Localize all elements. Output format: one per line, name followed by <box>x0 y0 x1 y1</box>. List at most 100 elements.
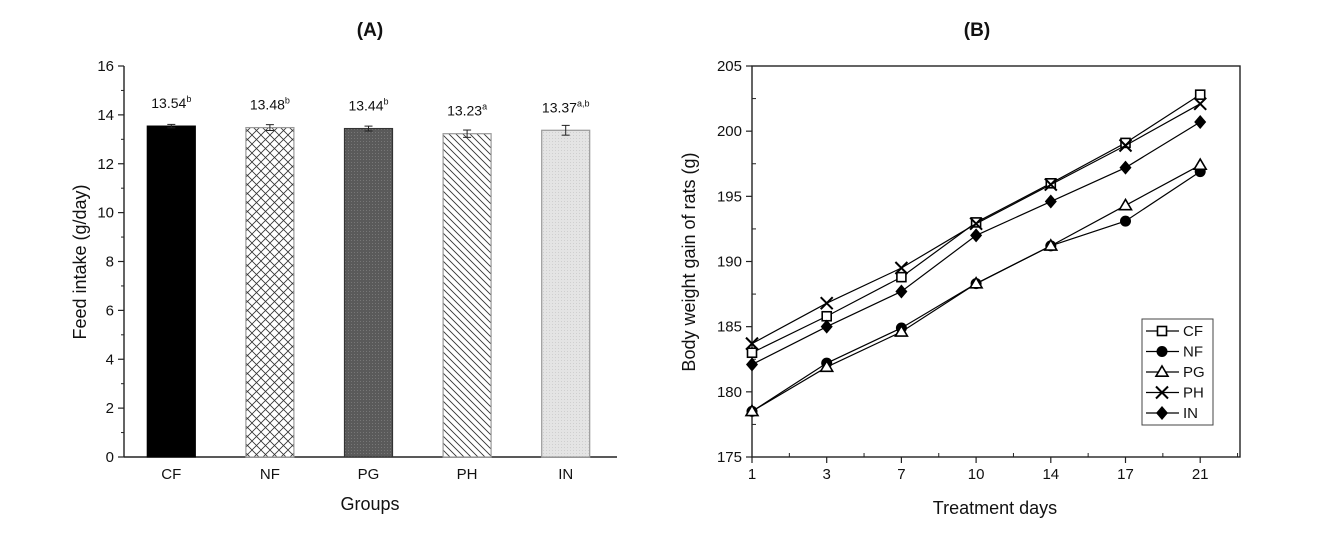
significance-letter: a,b <box>577 98 590 108</box>
y-tick-label: 205 <box>717 58 742 75</box>
bar-in <box>541 129 591 458</box>
x-tick-label: 3 <box>823 466 831 483</box>
significance-letter: b <box>186 94 191 104</box>
marker-diamond <box>1119 160 1132 175</box>
marker-triangle <box>1192 157 1208 171</box>
y-tick-label: 190 <box>717 254 742 271</box>
marker-diamond <box>820 319 833 334</box>
marker-x <box>1044 177 1058 192</box>
series-in <box>746 115 1207 372</box>
marker-diamond <box>746 357 758 372</box>
error-bar <box>364 125 373 132</box>
marker-circle <box>1120 215 1131 227</box>
y-tick-label: 2 <box>106 400 114 417</box>
bar-ph <box>442 133 492 458</box>
data-label: 13.48b <box>250 96 290 113</box>
y-tick-label: 4 <box>106 351 114 368</box>
legend-label: NF <box>1183 344 1203 361</box>
legend-label: CF <box>1183 323 1203 340</box>
y-tick-label: 12 <box>97 156 114 173</box>
x-tick-label: 1 <box>748 466 756 483</box>
chart-b-x-axis-label: Treatment days <box>933 498 1057 518</box>
marker-triangle <box>894 324 909 337</box>
series-ph <box>745 97 1207 351</box>
chart-a-feed-intake: (A) Feed intake (g/day) Groups 0 2 4 6 8 10 12… <box>70 20 617 514</box>
marker-x <box>819 296 834 310</box>
y-tick-label: 180 <box>717 384 742 401</box>
marker-square <box>1194 89 1206 100</box>
y-tick-label: 6 <box>106 302 114 319</box>
marker-triangle <box>819 359 835 373</box>
marker-circle <box>1156 346 1168 357</box>
data-label-value: 13.37 <box>542 99 577 115</box>
y-tick-label: 200 <box>717 123 742 140</box>
data-label-value: 13.54 <box>151 95 186 111</box>
marker-x <box>969 216 983 231</box>
marker-x <box>1193 97 1207 111</box>
x-tick-label: CF <box>161 466 181 483</box>
x-tick-label: 14 <box>1042 466 1059 483</box>
marker-triangle <box>1043 238 1059 251</box>
y-tick-label: 8 <box>106 254 114 271</box>
y-tick-label: 185 <box>717 319 742 336</box>
marker-triangle <box>1154 364 1170 377</box>
legend-label: PG <box>1183 364 1205 381</box>
legend: CF NF PG PH IN <box>1141 318 1214 426</box>
y-tick-label: 14 <box>97 107 114 124</box>
y-tick-label: 175 <box>717 449 742 466</box>
chart-b-body-weight: (B) Body weight gain of rats (g) Treatme… <box>679 20 1241 518</box>
chart-a-title: (A) <box>357 20 383 41</box>
series-line <box>751 171 1201 412</box>
series-pg <box>744 157 1208 417</box>
marker-x <box>894 261 909 275</box>
bar-cf <box>146 125 196 458</box>
marker-diamond <box>1044 194 1057 209</box>
x-tick-label: IN <box>558 466 573 483</box>
legend-label: IN <box>1183 405 1198 422</box>
legend-item-cf: CF <box>1146 323 1203 340</box>
data-label-value: 13.44 <box>348 98 383 114</box>
data-label: 13.37a,b <box>542 98 590 115</box>
marker-x <box>745 336 759 351</box>
x-tick-label: 10 <box>968 466 985 483</box>
legend-item-pg: PG <box>1146 364 1205 381</box>
significance-letter: a <box>482 102 487 112</box>
x-tick-label: 21 <box>1192 466 1209 483</box>
legend-item-ph: PH <box>1146 385 1204 402</box>
series-nf <box>746 166 1206 417</box>
marker-square <box>896 271 907 283</box>
data-label: 13.23a <box>447 102 487 119</box>
data-label: 13.54b <box>151 94 191 111</box>
data-label: 13.44b <box>348 97 388 114</box>
x-tick-label: PH <box>457 466 478 483</box>
error-bar <box>265 124 274 132</box>
chart-b-title: (B) <box>964 20 990 41</box>
marker-x <box>1118 138 1133 153</box>
marker-triangle <box>744 403 760 417</box>
y-tick-label: 10 <box>97 205 114 222</box>
legend-item-nf: NF <box>1146 344 1203 361</box>
data-label-value: 13.23 <box>447 103 482 119</box>
legend-item-in: IN <box>1146 405 1198 422</box>
y-tick-label: 0 <box>106 449 114 466</box>
significance-letter: b <box>384 97 389 107</box>
marker-triangle <box>968 276 984 289</box>
bar-nf <box>245 126 295 458</box>
x-tick-label: PG <box>358 466 380 483</box>
legend-label: PH <box>1183 385 1204 402</box>
x-tick-label: 7 <box>897 466 905 483</box>
marker-triangle <box>1118 197 1133 211</box>
y-tick-label: 195 <box>717 188 742 205</box>
x-tick-label: 17 <box>1117 466 1134 483</box>
x-tick-label: NF <box>260 466 280 483</box>
marker-diamond <box>1194 115 1207 130</box>
chart-a-x-axis-label: Groups <box>340 494 399 514</box>
chart-a-y-axis-label: Feed intake (g/day) <box>70 184 90 339</box>
significance-letter: b <box>285 96 290 106</box>
marker-square <box>1156 325 1168 337</box>
error-bar <box>561 124 570 136</box>
y-tick-label: 16 <box>97 58 114 75</box>
marker-square <box>746 347 758 359</box>
bar-pg <box>343 127 394 458</box>
